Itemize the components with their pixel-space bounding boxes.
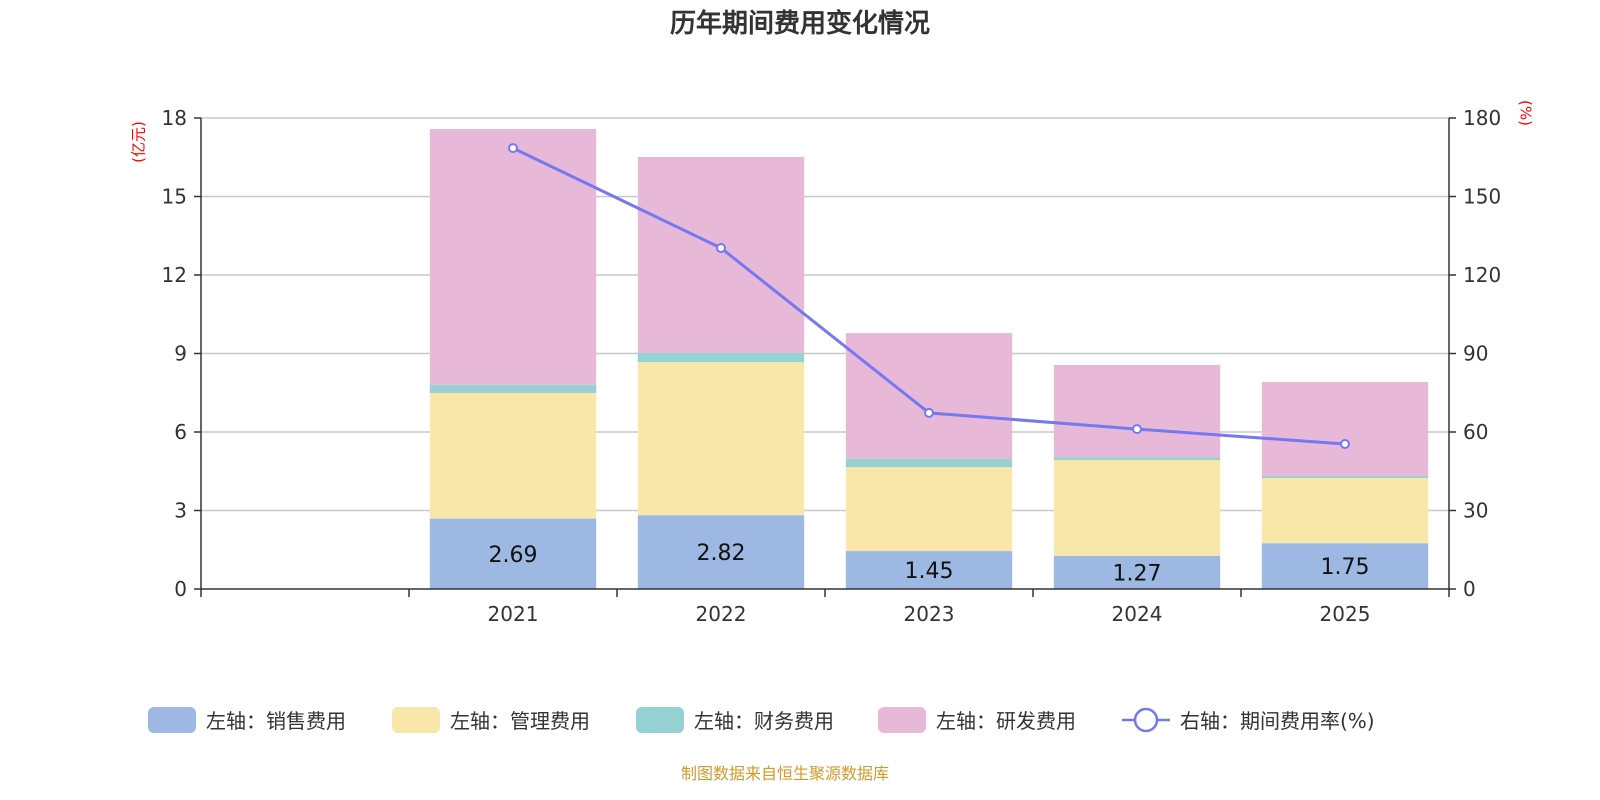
bar-segment [429,128,597,385]
bar-segment [1053,555,1221,589]
right-tick-label: 90 [1463,342,1488,366]
legend-label: 左轴：研发费用 [936,709,1076,733]
bar-segment [637,362,805,516]
legend-label: 右轴：期间费用率(%) [1180,709,1375,733]
left-tick-label: 18 [162,106,187,130]
right-tick-label: 60 [1463,420,1488,444]
rate-line [508,143,1350,450]
bar-segment [637,352,805,363]
line-point [508,143,518,154]
left-tick-label: 0 [174,577,187,601]
left-tick-label: 9 [174,342,187,366]
legend-circle-icon [1133,707,1159,733]
grid [201,117,1449,512]
bar-segment [845,458,1013,468]
legend-swatch [636,707,684,733]
legend-swatch [878,707,926,733]
bar-segment [637,515,805,589]
data-label: 1.75 [1321,555,1370,580]
right-tick-label: 180 [1463,106,1501,130]
footer-source: 制图数据来自恒生聚源数据库 [681,764,889,783]
line-point [924,407,934,418]
line-point [716,243,726,254]
legend-item[interactable]: 左轴：管理费用 [392,707,590,733]
bar-segment [1261,475,1429,479]
legend-item[interactable]: 左轴：财务费用 [636,707,834,733]
data-label: 2.69 [489,543,538,568]
right-tick-label: 0 [1463,577,1476,601]
bar-segment [637,156,805,353]
bar-segment [845,467,1013,552]
bar-segment [1261,382,1429,476]
bar-segment [429,518,597,589]
line-point [1132,424,1142,435]
chart-title: 历年期间费用变化情况 [670,8,930,39]
x-tick-label: 2021 [488,602,539,626]
line-point [1340,439,1350,450]
legend-swatch [392,707,440,733]
bar-segment [1053,457,1221,460]
right-tick-label: 30 [1463,499,1488,523]
right-axis-unit: (%) [1517,100,1535,126]
x-tick-label: 2025 [1320,602,1371,626]
bar-segment [1053,459,1221,556]
data-label: 1.27 [1113,561,1162,586]
data-label: 2.82 [697,541,746,566]
bar-segment [845,333,1013,459]
legend-label: 左轴：销售费用 [206,709,346,733]
bar-segment [1261,478,1429,544]
legend: 左轴：销售费用 左轴：管理费用 左轴：财务费用 左轴：研发费用 右轴：期间费用率(%) [148,707,1375,733]
legend-item[interactable]: 左轴：研发费用 [878,707,1076,733]
x-tick-label: 2024 [1112,602,1163,626]
data-label: 1.45 [905,559,954,584]
right-tick-label: 120 [1463,263,1501,287]
bar-segment [845,551,1013,589]
left-tick-label: 12 [162,263,187,287]
left-tick-label: 3 [174,499,187,523]
x-tick-label: 2023 [904,602,955,626]
legend-swatch [148,707,196,733]
left-axis-unit: (亿元) [130,121,148,163]
left-tick-label: 6 [174,420,187,444]
left-tick-label: 15 [162,185,187,209]
bar-segment [1053,365,1221,458]
legend-label: 左轴：管理费用 [450,709,590,733]
bars: 2.69 2.82 1.45 1.27 1.75 [429,128,1429,589]
bar-segment [1261,543,1429,589]
legend-label: 左轴：财务费用 [694,709,834,733]
legend-item[interactable]: 右轴：期间费用率(%) [1122,707,1375,733]
bar-segment [429,384,597,394]
bar-segment [429,393,597,519]
x-tick-label: 2022 [696,602,747,626]
legend-item[interactable]: 左轴：销售费用 [148,707,346,733]
right-tick-label: 150 [1463,185,1501,209]
